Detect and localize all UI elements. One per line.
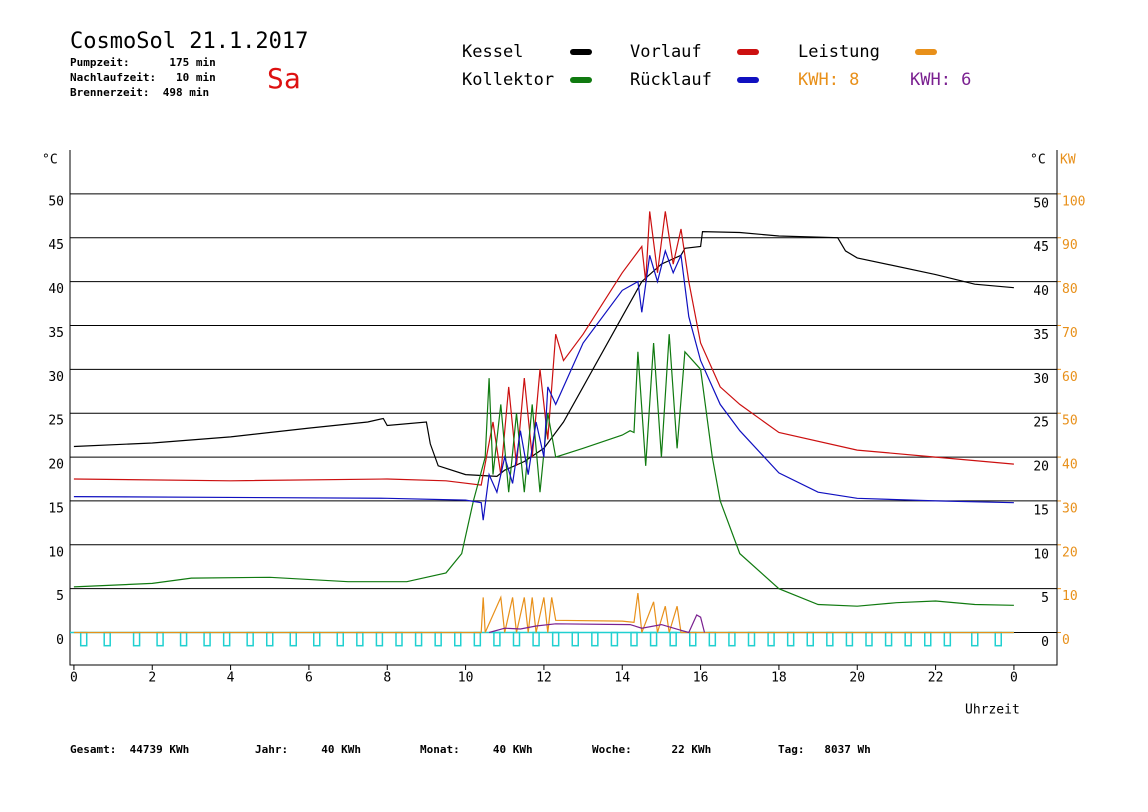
series-line	[73, 248, 1014, 521]
footer-item: Gesamt: 44739 KWh	[70, 743, 189, 756]
day: Sa	[267, 62, 301, 95]
y2-axis-label: KW	[1060, 153, 1076, 168]
legend-label: Kollektor	[462, 70, 554, 90]
x-tick-label: 18	[771, 671, 787, 686]
y-tick-label: 45	[48, 238, 64, 253]
footer-item: Monat: 40 KWh	[420, 743, 533, 756]
y-tick-label-right: 45	[1033, 240, 1049, 255]
y2-tick-label: 30	[1062, 501, 1078, 516]
series-line	[73, 334, 1014, 607]
x-tick-label: 14	[614, 671, 630, 686]
y2-tick-label: 80	[1062, 282, 1078, 297]
y-tick-label: 15	[48, 501, 64, 516]
kwh-label: KWH: 6	[910, 70, 971, 90]
y2-tick-label: 70	[1062, 326, 1078, 341]
x-tick-label: 8	[383, 671, 391, 686]
y-tick-label-right: 10	[1033, 547, 1049, 562]
y-tick-label: 40	[48, 282, 64, 297]
y2-tick-label: 60	[1062, 370, 1078, 385]
series-line	[73, 230, 1014, 478]
y-axis-label: °C	[42, 153, 58, 168]
x-tick-label: 6	[305, 671, 313, 686]
series-line	[73, 211, 1014, 486]
y2-tick-label: 0	[1062, 633, 1070, 648]
footer-item: Jahr: 40 KWh	[255, 743, 361, 756]
info: Pumpzeit: 175 min	[70, 56, 216, 69]
y-tick-label-right: 30	[1033, 372, 1049, 387]
y-tick-label-right: 25	[1033, 416, 1049, 431]
y2-tick-label: 40	[1062, 458, 1078, 473]
series-line	[73, 593, 1014, 634]
kwh-label: KWH: 8	[798, 70, 859, 90]
x-tick-label: 4	[227, 671, 235, 686]
y-tick-label: 25	[48, 414, 64, 429]
y2-axis-label: °C	[1030, 153, 1046, 168]
y2-tick-label: 90	[1062, 238, 1078, 253]
x-tick-label: 2	[148, 671, 156, 686]
y-tick-label-right: 5	[1041, 591, 1049, 606]
info: Brennerzeit: 498 min	[70, 86, 209, 99]
y-tick-label-right: 20	[1033, 460, 1049, 475]
x-tick-label: 10	[458, 671, 474, 686]
y-tick-label-right: 40	[1033, 284, 1049, 299]
x-tick-label: 20	[849, 671, 865, 686]
footer-item: Tag: 8037 Wh	[778, 743, 871, 756]
x-axis-label: Uhrzeit	[965, 703, 1020, 718]
y-tick-label: 10	[48, 545, 64, 560]
y2-tick-label: 20	[1062, 545, 1078, 560]
series-line	[488, 614, 706, 634]
x-tick-label: 12	[536, 671, 552, 686]
axis-frame	[69, 150, 1058, 666]
x-tick-label: 0	[70, 671, 78, 686]
x-tick-label: 22	[928, 671, 944, 686]
y-tick-label: 30	[48, 370, 64, 385]
y2-tick-label: 100	[1062, 194, 1085, 209]
y-tick-label-right: 15	[1033, 503, 1049, 518]
y-tick-label: 50	[48, 194, 64, 209]
footer-item: Woche: 22 KWh	[592, 743, 711, 756]
legend-label: Vorlauf	[630, 42, 702, 62]
legend-label: Rücklauf	[630, 70, 712, 90]
y2-tick-label: 50	[1062, 414, 1078, 429]
info: Nachlaufzeit: 10 min	[70, 71, 216, 84]
y-tick-label: 5	[56, 589, 64, 604]
x-tick-label: 16	[693, 671, 709, 686]
legend-label: Kessel	[462, 42, 523, 62]
y-tick-label: 20	[48, 458, 64, 473]
y-tick-label: 0	[56, 633, 64, 648]
y-tick-label-right: 50	[1033, 196, 1049, 211]
y-tick-label-right: 35	[1033, 328, 1049, 343]
y-tick-label: 35	[48, 326, 64, 341]
legend-label: Leistung	[798, 42, 880, 62]
x-tick-label: 0	[1010, 671, 1018, 686]
y2-tick-label: 10	[1062, 589, 1078, 604]
chart-title: CosmoSol 21.1.2017	[70, 29, 308, 54]
y-tick-label-right: 0	[1041, 635, 1049, 650]
